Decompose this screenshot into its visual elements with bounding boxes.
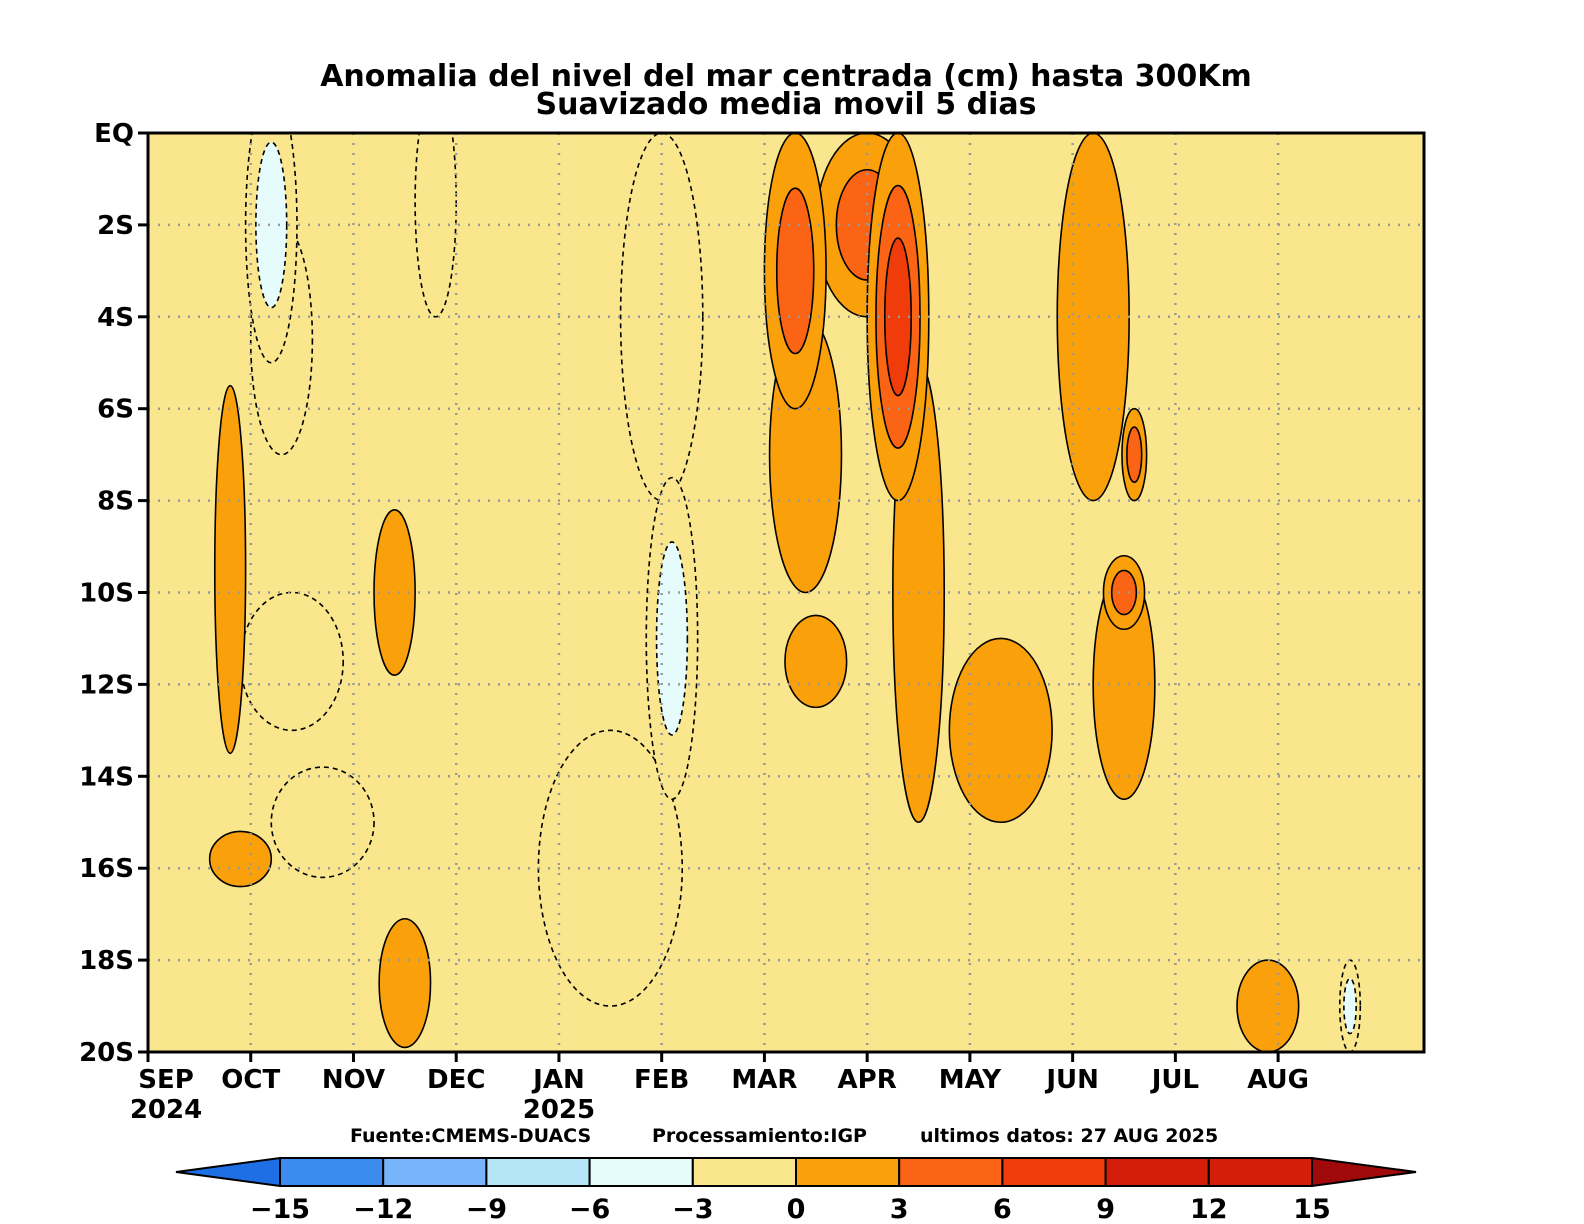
anomaly-feature bbox=[1236, 959, 1300, 1052]
x-tick-label: OCT bbox=[221, 1065, 280, 1095]
anomaly-feature bbox=[414, 133, 458, 318]
colorbar: −15 −12 −9 −6 −3 0 3 6 9 12 15 bbox=[175, 1156, 1417, 1224]
anomaly-feature bbox=[208, 830, 273, 888]
contour-band bbox=[414, 133, 458, 318]
colorbar-tick-label: 0 bbox=[787, 1194, 806, 1224]
y-tick-label: 12S bbox=[79, 670, 134, 700]
colorbar-tick-label: 3 bbox=[890, 1194, 909, 1224]
colorbar-tick-label: 12 bbox=[1190, 1194, 1228, 1224]
y-tick-label: 14S bbox=[79, 762, 134, 792]
colorbar-segment bbox=[1001, 1157, 1107, 1187]
contour-band bbox=[270, 766, 375, 879]
colorbar-segment bbox=[382, 1157, 488, 1187]
x-tick-label: JUL bbox=[1150, 1065, 1199, 1095]
anomaly-feature bbox=[866, 133, 930, 502]
colorbar-segment bbox=[485, 1157, 591, 1187]
contour-band bbox=[619, 133, 704, 502]
anomaly-feature bbox=[373, 508, 416, 677]
colorbar-tick-label: −9 bbox=[466, 1194, 507, 1224]
x-tick-label: SEP bbox=[138, 1065, 194, 1095]
x-tick-label: MAY bbox=[939, 1065, 1003, 1095]
contour-band bbox=[1110, 569, 1138, 616]
anomaly-feature bbox=[645, 476, 699, 801]
contour-band bbox=[1126, 426, 1143, 484]
anomaly-feature bbox=[1121, 407, 1148, 502]
colorbar-segment bbox=[1207, 1157, 1314, 1187]
anomaly-feature bbox=[239, 591, 345, 732]
x-tick-label: APR bbox=[838, 1065, 897, 1095]
colorbar-segment bbox=[898, 1157, 1004, 1187]
contour-band bbox=[1236, 959, 1300, 1052]
colorbar-tick-label: −15 bbox=[250, 1194, 310, 1224]
contour-band bbox=[213, 384, 247, 755]
y-tick-label: EQ bbox=[94, 119, 134, 149]
y-tick-label: 8S bbox=[97, 487, 134, 517]
chart-subtitle: Suavizado media movil 5 dias bbox=[536, 87, 1037, 122]
y-tick-label: 16S bbox=[79, 854, 134, 884]
x-tick-label: NOV bbox=[322, 1065, 385, 1095]
colorbar-segment bbox=[795, 1157, 901, 1187]
contour-band bbox=[655, 541, 689, 736]
contour-band bbox=[239, 591, 345, 732]
colorbar-segment bbox=[588, 1157, 694, 1187]
y-tick-label: 18S bbox=[79, 946, 134, 976]
contour-band bbox=[775, 187, 815, 355]
chart-title: Anomalia del nivel del mar centrada (cm)… bbox=[320, 59, 1252, 94]
anomaly-feature bbox=[213, 384, 247, 755]
x-tick-label: JUN bbox=[1044, 1065, 1099, 1095]
x-tick-label: AUG bbox=[1247, 1065, 1309, 1095]
anomaly-feature bbox=[619, 133, 704, 502]
contour-band bbox=[784, 614, 848, 709]
anomaly-feature bbox=[763, 133, 827, 410]
y-tick-label: 20S bbox=[79, 1038, 134, 1068]
colorbar-arrow-max bbox=[1311, 1156, 1417, 1188]
contour-band bbox=[378, 917, 432, 1049]
y-tick-label: 4S bbox=[97, 303, 134, 333]
colorbar-tick-label: 15 bbox=[1293, 1194, 1331, 1224]
colorbar-arrow-min bbox=[175, 1156, 281, 1188]
y-tick-label: 10S bbox=[79, 579, 134, 609]
contour-band bbox=[883, 237, 912, 397]
contour-band bbox=[1343, 977, 1357, 1035]
anomaly-feature bbox=[378, 917, 432, 1049]
y-tick-label: 6S bbox=[97, 395, 134, 425]
last-data-label: ultimos datos: 27 AUG 2025 bbox=[920, 1125, 1218, 1147]
y-axis: EQ 2S 4S 6S 8S 10S 12S 14S 16S 18S 20S bbox=[79, 119, 148, 1068]
x-tick-label: DEC bbox=[427, 1065, 485, 1095]
x-tick-year-label: 2025 bbox=[523, 1095, 595, 1125]
y-tick-label: 2S bbox=[97, 211, 134, 241]
anomaly-feature bbox=[948, 637, 1053, 824]
colorbar-tick-label: 6 bbox=[993, 1194, 1012, 1224]
colorbar-segment bbox=[279, 1157, 385, 1187]
contour-band bbox=[255, 141, 288, 309]
contour-band bbox=[948, 637, 1053, 824]
anomaly-feature bbox=[1338, 959, 1362, 1052]
contour-band bbox=[373, 508, 416, 677]
x-tick-label: JAN bbox=[531, 1065, 585, 1095]
colorbar-segment bbox=[1104, 1157, 1210, 1187]
colorbar-tick-label: −3 bbox=[672, 1194, 713, 1224]
processing-label: Processamiento:IGP bbox=[652, 1125, 867, 1147]
colorbar-tick-label: 9 bbox=[1096, 1194, 1115, 1224]
x-tick-label: FEB bbox=[634, 1065, 689, 1095]
source-label: Fuente:CMEMS-DUACS bbox=[350, 1125, 591, 1147]
x-tick-label: MAR bbox=[731, 1065, 797, 1095]
colorbar-tick-label: −12 bbox=[353, 1194, 413, 1224]
anomaly-feature bbox=[244, 133, 298, 364]
colorbar-tick-label: −6 bbox=[569, 1194, 610, 1224]
anomaly-feature bbox=[270, 766, 375, 879]
contour-band bbox=[208, 830, 273, 888]
x-tick-year-label: 2024 bbox=[130, 1095, 202, 1125]
colorbar-segment bbox=[691, 1157, 797, 1187]
plot-area bbox=[146, 131, 1426, 1054]
anomaly-feature bbox=[784, 614, 848, 709]
anomaly-feature bbox=[1102, 554, 1146, 631]
